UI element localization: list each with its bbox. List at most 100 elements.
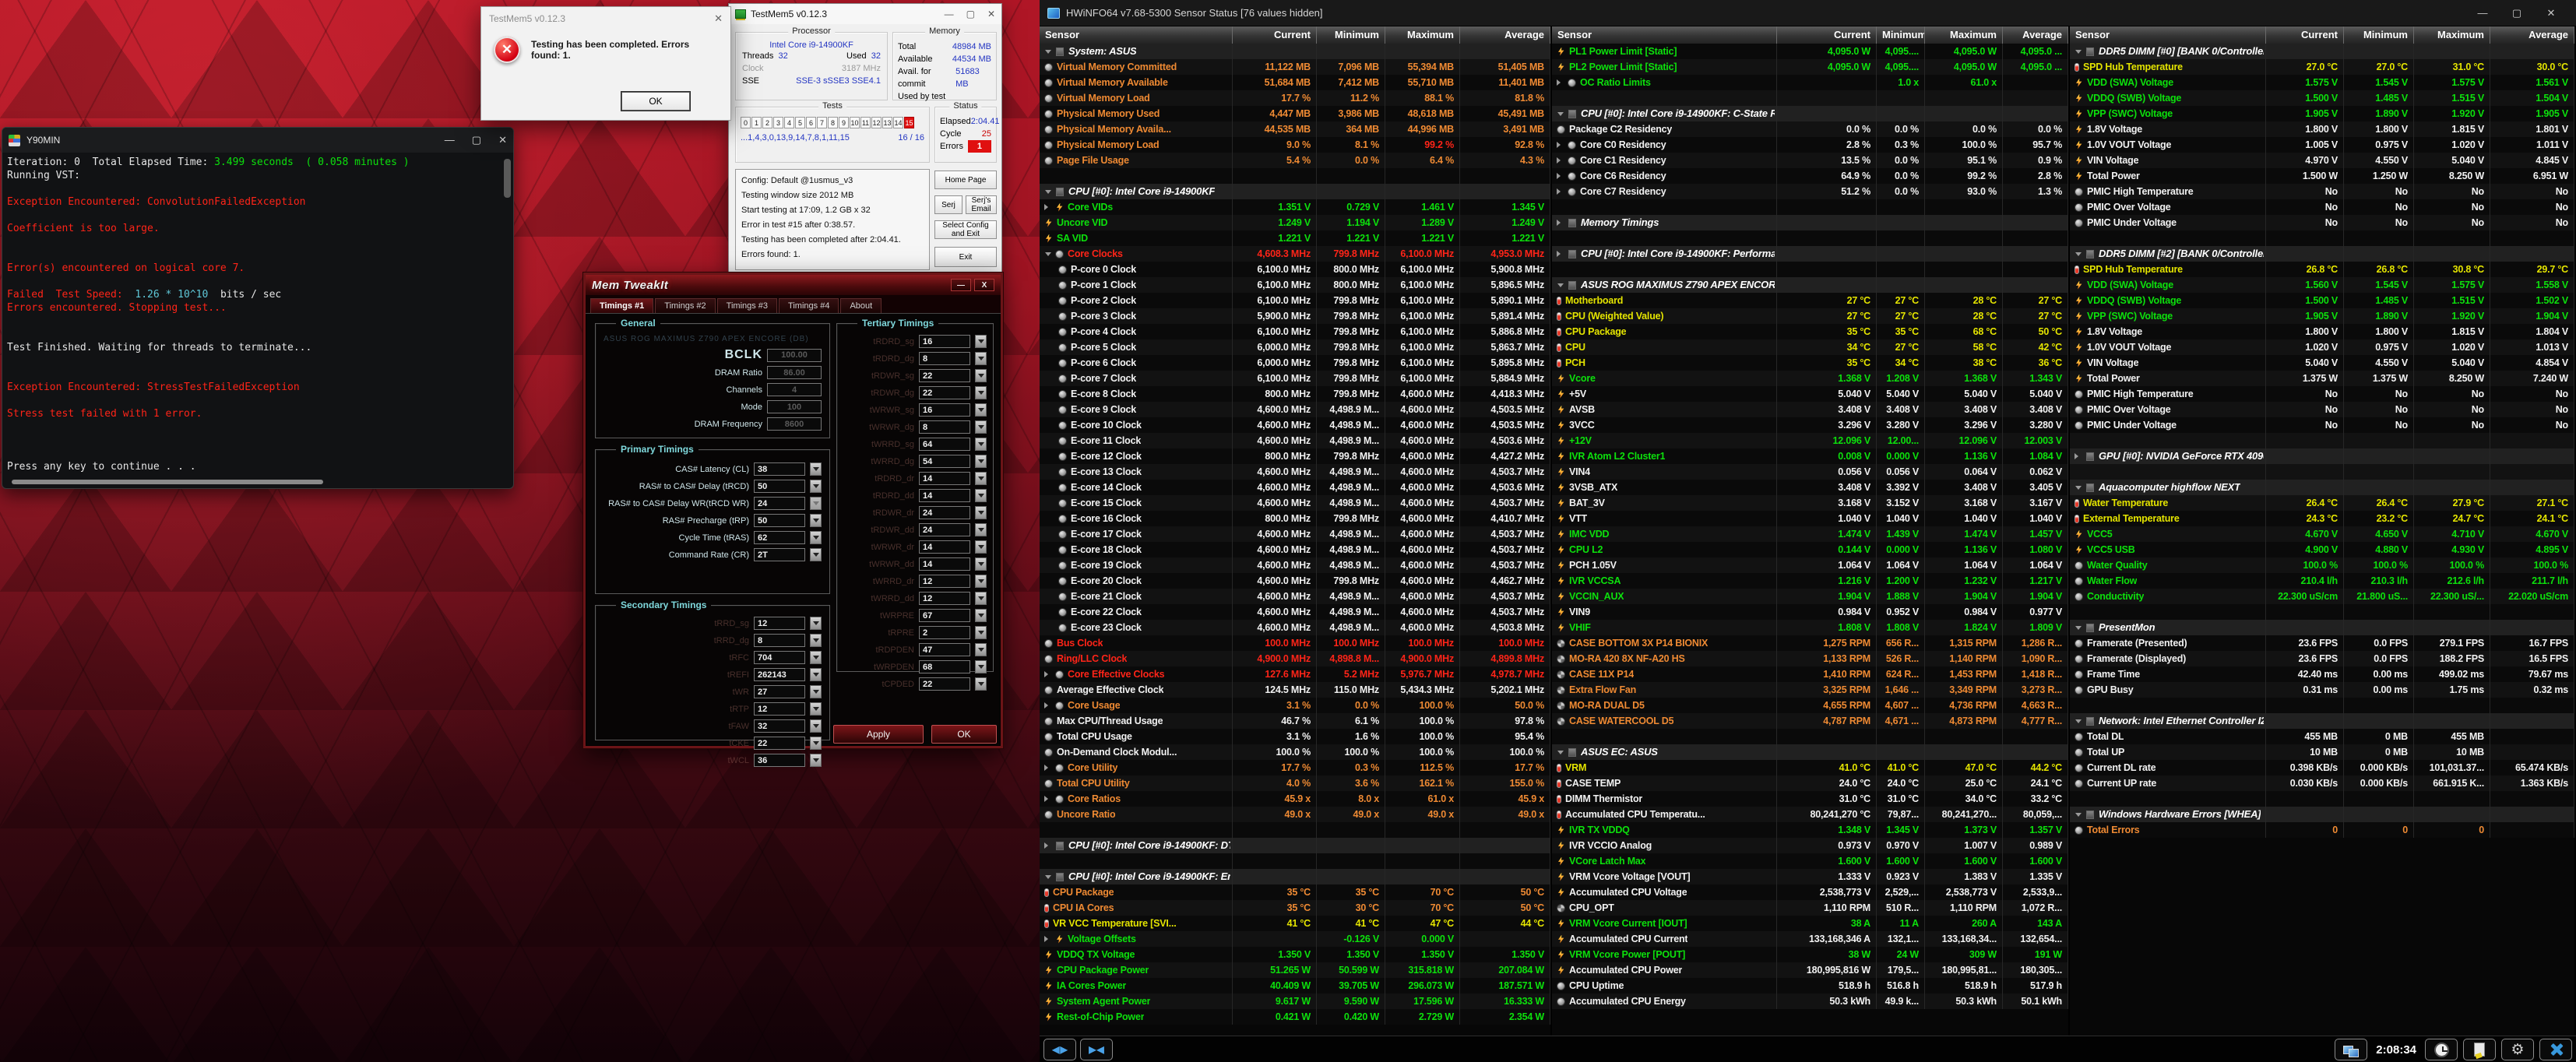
dropdown-arrow-icon[interactable] bbox=[810, 531, 822, 544]
sensor-row[interactable]: CASE TEMP 24.0 °C 24.0 °C 25.0 °C 24.1 °C bbox=[1552, 775, 2068, 791]
chevron-down-icon[interactable] bbox=[2075, 249, 2082, 259]
sensor-row[interactable]: Core C7 Residency 51.2 % 0.0 % 93.0 % 1.3 % bbox=[1552, 184, 2068, 199]
sensor-row[interactable]: 3VCC 3.296 V 3.280 V 3.296 V 3.280 V bbox=[1552, 417, 2068, 433]
sensor-row[interactable]: PL1 Power Limit [Static] 4,095.0 W 4,095..… bbox=[1552, 44, 2068, 59]
chevron-down-icon[interactable] bbox=[1044, 872, 1051, 882]
chevron-right-icon[interactable] bbox=[1044, 765, 1051, 771]
dialog-close-icon[interactable]: ✕ bbox=[714, 12, 723, 24]
chevron-right-icon[interactable] bbox=[1557, 251, 1564, 257]
sensor-row[interactable]: VCore Latch Max 1.600 V 1.600 V 1.600 V 1.60… bbox=[1552, 853, 2068, 869]
console-close-icon[interactable]: ✕ bbox=[498, 134, 507, 146]
dialog-titlebar[interactable]: TestMem5 v0.12.3 ✕ bbox=[481, 7, 730, 30]
sensor-row[interactable]: Water Quality 100.0 % 100.0 % 100.0 % 100.0 … bbox=[2070, 557, 2574, 573]
sensor-row[interactable]: SA VID 1.221 V 1.221 V 1.221 V 1.221 V bbox=[1040, 230, 1550, 246]
sensor-row[interactable]: PCH 35 °C 34 °C 38 °C 36 °C bbox=[1552, 355, 2068, 371]
sensor-row[interactable]: E-core 21 Clock 4,600.0 MHz 4,498.9 M... 4,… bbox=[1040, 589, 1550, 604]
column-header[interactable]: Maximum bbox=[2414, 26, 2490, 44]
sensor-row[interactable]: IVR VCCIO Analog 0.973 V 0.970 V 1.007 V 0.9… bbox=[1552, 838, 2068, 853]
report-button[interactable] bbox=[2463, 1039, 2496, 1060]
sensor-row[interactable]: CPU Package 35 °C 35 °C 70 °C 50 °C bbox=[1040, 884, 1550, 900]
sensor-row[interactable]: PL2 Power Limit [Static] 4,095.0 W 4,095..… bbox=[1552, 59, 2068, 75]
sensor-row[interactable]: CASE WATERCOOL D5 4,787 RPM 4,671 ... 4,873… bbox=[1552, 713, 2068, 729]
sensor-row[interactable]: MO-RA 420 8X NF-A20 HS 1,133 RPM 526 R... 1… bbox=[1552, 651, 2068, 666]
testmem5-maximize-icon[interactable]: ▢ bbox=[966, 9, 975, 19]
sensor-row[interactable]: Water Temperature 26.4 °C 26.4 °C 27.9 °C 27… bbox=[2070, 495, 2574, 511]
sensor-row[interactable]: IMC VDD 1.474 V 1.439 V 1.474 V 1.457 V bbox=[1552, 526, 2068, 542]
remote-monitoring-button[interactable] bbox=[2335, 1039, 2368, 1060]
clock-button[interactable] bbox=[2425, 1039, 2458, 1060]
sensor-section-row[interactable]: Memory Timings bbox=[1552, 215, 2068, 230]
sensor-row[interactable]: VPP (SWC) Voltage 1.905 V 1.890 V 1.920 V 1.… bbox=[2070, 308, 2574, 324]
sensor-row[interactable]: PMIC Under Voltage No No No No bbox=[2070, 215, 2574, 230]
sensor-row[interactable]: E-core 9 Clock 4,600.0 MHz 4,498.9 M... 4,6… bbox=[1040, 402, 1550, 417]
sensor-row[interactable]: Total Errors 0 0 0 bbox=[2070, 822, 2574, 838]
test-cell[interactable]: 8 bbox=[828, 117, 838, 128]
console-window[interactable]: Y90MIN — ▢ ✕ Iteration: 0 Total Elapsed … bbox=[2, 127, 514, 489]
chevron-right-icon[interactable] bbox=[1557, 157, 1564, 164]
sensor-row[interactable]: 1.0V VOUT Voltage 1.020 V 0.975 V 1.020 V 1.… bbox=[2070, 339, 2574, 355]
test-cell[interactable]: 11 bbox=[860, 117, 871, 128]
tab-timings-2[interactable]: Timings #2 bbox=[655, 298, 716, 313]
dropdown-arrow-icon[interactable] bbox=[810, 719, 822, 733]
chevron-right-icon[interactable] bbox=[1044, 842, 1051, 849]
dropdown-arrow-icon[interactable] bbox=[975, 403, 987, 417]
dropdown-arrow-icon[interactable] bbox=[975, 506, 987, 519]
sensor-row[interactable]: Core C0 Residency 2.8 % 0.3 % 100.0 % 95.7 % bbox=[1552, 137, 2068, 153]
sensor-row[interactable]: Frame Time 42.40 ms 0.00 ms 499.02 ms 79.67 … bbox=[2070, 666, 2574, 682]
sensor-row[interactable]: Max CPU/Thread Usage 46.7 % 6.1 % 100.0 % 97… bbox=[1040, 713, 1550, 729]
sensor-row[interactable]: Package C2 Residency 0.0 % 0.0 % 0.0 % 0.0 % bbox=[1552, 121, 2068, 137]
sensor-row[interactable]: Current UP rate 0.030 KB/s 0.000 KB/s 661.9… bbox=[2070, 775, 2574, 791]
sensor-row[interactable]: Total CPU Utility 4.0 % 3.6 % 162.1 % 155.0 … bbox=[1040, 775, 1550, 791]
sensor-row[interactable]: PMIC Under Voltage No No No No bbox=[2070, 417, 2574, 433]
sensor-row[interactable]: Voltage Offsets -0.126 V 0.000 V bbox=[1040, 931, 1550, 947]
sensor-row[interactable]: IVR Atom L2 Cluster1 0.008 V 0.000 V 1.136 … bbox=[1552, 448, 2068, 464]
sensor-section-row[interactable]: DDR5 DIMM [#0] [BANK 0/Controller0-DIMM0… bbox=[2070, 44, 2574, 59]
sensor-row[interactable]: E-core 18 Clock 4,600.0 MHz 4,498.9 M... 4,… bbox=[1040, 542, 1550, 557]
apply-button[interactable]: Apply bbox=[833, 725, 924, 744]
sensor-row[interactable]: VPP (SWC) Voltage 1.905 V 1.890 V 1.920 V 1.… bbox=[2070, 106, 2574, 121]
sensor-row[interactable]: CPU (Weighted Value) 27 °C 27 °C 28 °C 27 °C bbox=[1552, 308, 2068, 324]
sensor-section-row[interactable]: DDR5 DIMM [#2] [BANK 0/Controller1-DIMM0… bbox=[2070, 246, 2574, 262]
sensor-row[interactable]: Accumulated CPU Energy 50.3 kWh 49.9 k... 5… bbox=[1552, 993, 2068, 1009]
sensor-section-row[interactable]: CPU [#0]: Intel Core i9-14900KF: DTS bbox=[1040, 838, 1550, 853]
sensor-row[interactable]: CPU L2 0.144 V 0.000 V 1.136 V 1.080 V bbox=[1552, 542, 2068, 557]
sensor-row[interactable]: CPU 34 °C 27 °C 58 °C 42 °C bbox=[1552, 339, 2068, 355]
sensor-row[interactable]: E-core 20 Clock 4,600.0 MHz 799.8 MHz 4,600… bbox=[1040, 573, 1550, 589]
sensor-section-row[interactable]: PresentMon bbox=[2070, 620, 2574, 635]
sensor-row[interactable]: CPU Package 35 °C 35 °C 68 °C 50 °C bbox=[1552, 324, 2068, 339]
chevron-right-icon[interactable] bbox=[1557, 142, 1564, 148]
sensor-row[interactable]: Virtual Memory Committed 11,122 MB 7,096 M… bbox=[1040, 59, 1550, 75]
dropdown-arrow-icon[interactable] bbox=[810, 685, 822, 698]
test-cell[interactable]: 4 bbox=[784, 117, 794, 128]
sensor-row[interactable]: P-core 0 Clock 6,100.0 MHz 800.0 MHz 6,100.… bbox=[1040, 262, 1550, 277]
sensor-row[interactable]: CPU_OPT 1,110 RPM 510 R... 1,110 RPM 1,072 R… bbox=[1552, 900, 2068, 916]
memtweakit-window[interactable]: Mem TweakIt — X Timings #1 Timings #2 Timi… bbox=[582, 272, 1004, 767]
sensor-row[interactable]: E-core 23 Clock 4,600.0 MHz 4,498.9 M... 4,… bbox=[1040, 620, 1550, 635]
sensor-row[interactable]: Motherboard 27 °C 27 °C 28 °C 27 °C bbox=[1552, 293, 2068, 308]
testmem5-window[interactable]: TestMem5 v0.12.3 — ▢ ✕ Processor Intel C… bbox=[728, 3, 1002, 275]
sensor-row[interactable]: PMIC Over Voltage No No No No bbox=[2070, 402, 2574, 417]
sensor-row[interactable]: VDD (SWA) Voltage 1.575 V 1.545 V 1.575 V 1.… bbox=[2070, 75, 2574, 90]
dialog-ok-button[interactable]: OK bbox=[621, 91, 691, 111]
sensor-row[interactable]: Physical Memory Load 9.0 % 8.1 % 99.2 % 92.8… bbox=[1040, 137, 1550, 153]
sensor-row[interactable]: VCC5 4.670 V 4.650 V 4.710 V 4.670 V bbox=[2070, 526, 2574, 542]
sensor-row[interactable]: VRM Vcore Current [IOUT] 38 A 11 A 260 A 143… bbox=[1552, 916, 2068, 931]
sensor-row[interactable]: VRM 41.0 °C 41.0 °C 47.0 °C 44.2 °C bbox=[1552, 760, 2068, 775]
sensor-row[interactable]: VRM Vcore Voltage [VOUT] 1.333 V 0.923 V 1.… bbox=[1552, 869, 2068, 884]
chevron-right-icon[interactable] bbox=[1044, 796, 1051, 802]
sensor-section-row[interactable]: GPU [#0]: NVIDIA GeForce RTX 4090: ASUS … bbox=[2070, 448, 2574, 464]
sensor-row[interactable]: VDDQ TX Voltage 1.350 V 1.350 V 1.350 V 1.35… bbox=[1040, 947, 1550, 962]
sensor-section-row[interactable]: CPU [#0]: Intel Core i9-14900KF: Perform… bbox=[1552, 246, 2068, 262]
chevron-right-icon[interactable] bbox=[1557, 220, 1564, 226]
sensor-row[interactable]: Physical Memory Availa... 44,535 MB 364 MB… bbox=[1040, 121, 1550, 137]
chevron-down-icon[interactable] bbox=[1044, 47, 1051, 57]
quit-button[interactable] bbox=[2539, 1039, 2572, 1060]
test-cell[interactable]: 3 bbox=[773, 117, 783, 128]
chevron-right-icon[interactable] bbox=[1557, 188, 1564, 195]
testmem5-minimize-icon[interactable]: — bbox=[944, 9, 954, 19]
dropdown-arrow-icon[interactable] bbox=[975, 523, 987, 536]
column-header[interactable]: Minimum bbox=[2344, 26, 2414, 44]
chevron-right-icon[interactable] bbox=[1557, 79, 1564, 86]
